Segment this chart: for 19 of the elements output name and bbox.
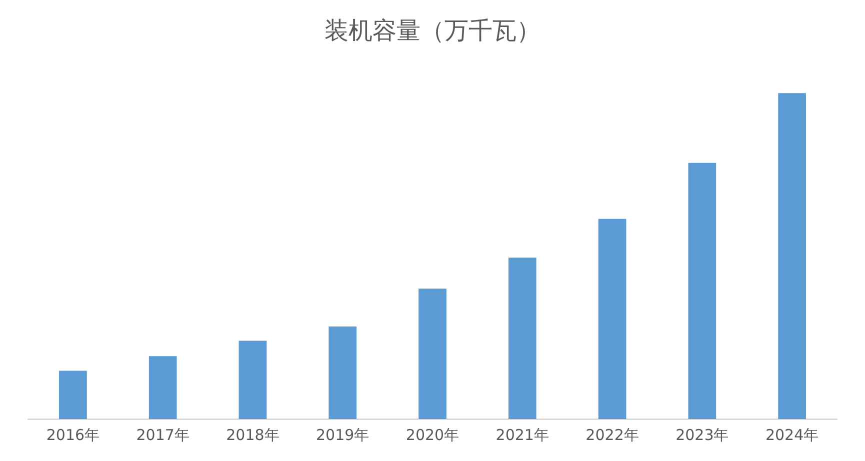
- bar: [508, 258, 536, 419]
- bar: [59, 370, 87, 419]
- x-tick-label: 2024年: [765, 426, 819, 444]
- bar: [418, 288, 446, 419]
- bar: [778, 93, 806, 419]
- chart-title: 装机容量（万千瓦）: [324, 16, 540, 45]
- x-tick-label: 2016年: [46, 426, 100, 444]
- bar: [328, 326, 357, 419]
- x-tick-label: 2023年: [676, 426, 729, 444]
- x-tick-label: 2020年: [406, 426, 460, 444]
- x-tick-label: 2017年: [136, 426, 190, 444]
- x-tick-label: 2019年: [316, 426, 370, 444]
- x-tick-label: 2018年: [226, 426, 280, 444]
- x-tick-label: 2021年: [496, 426, 549, 444]
- bar: [598, 218, 626, 419]
- bar: [238, 340, 267, 419]
- bar: [148, 356, 177, 419]
- bar: [688, 162, 716, 419]
- x-tick-label: 2022年: [586, 426, 639, 444]
